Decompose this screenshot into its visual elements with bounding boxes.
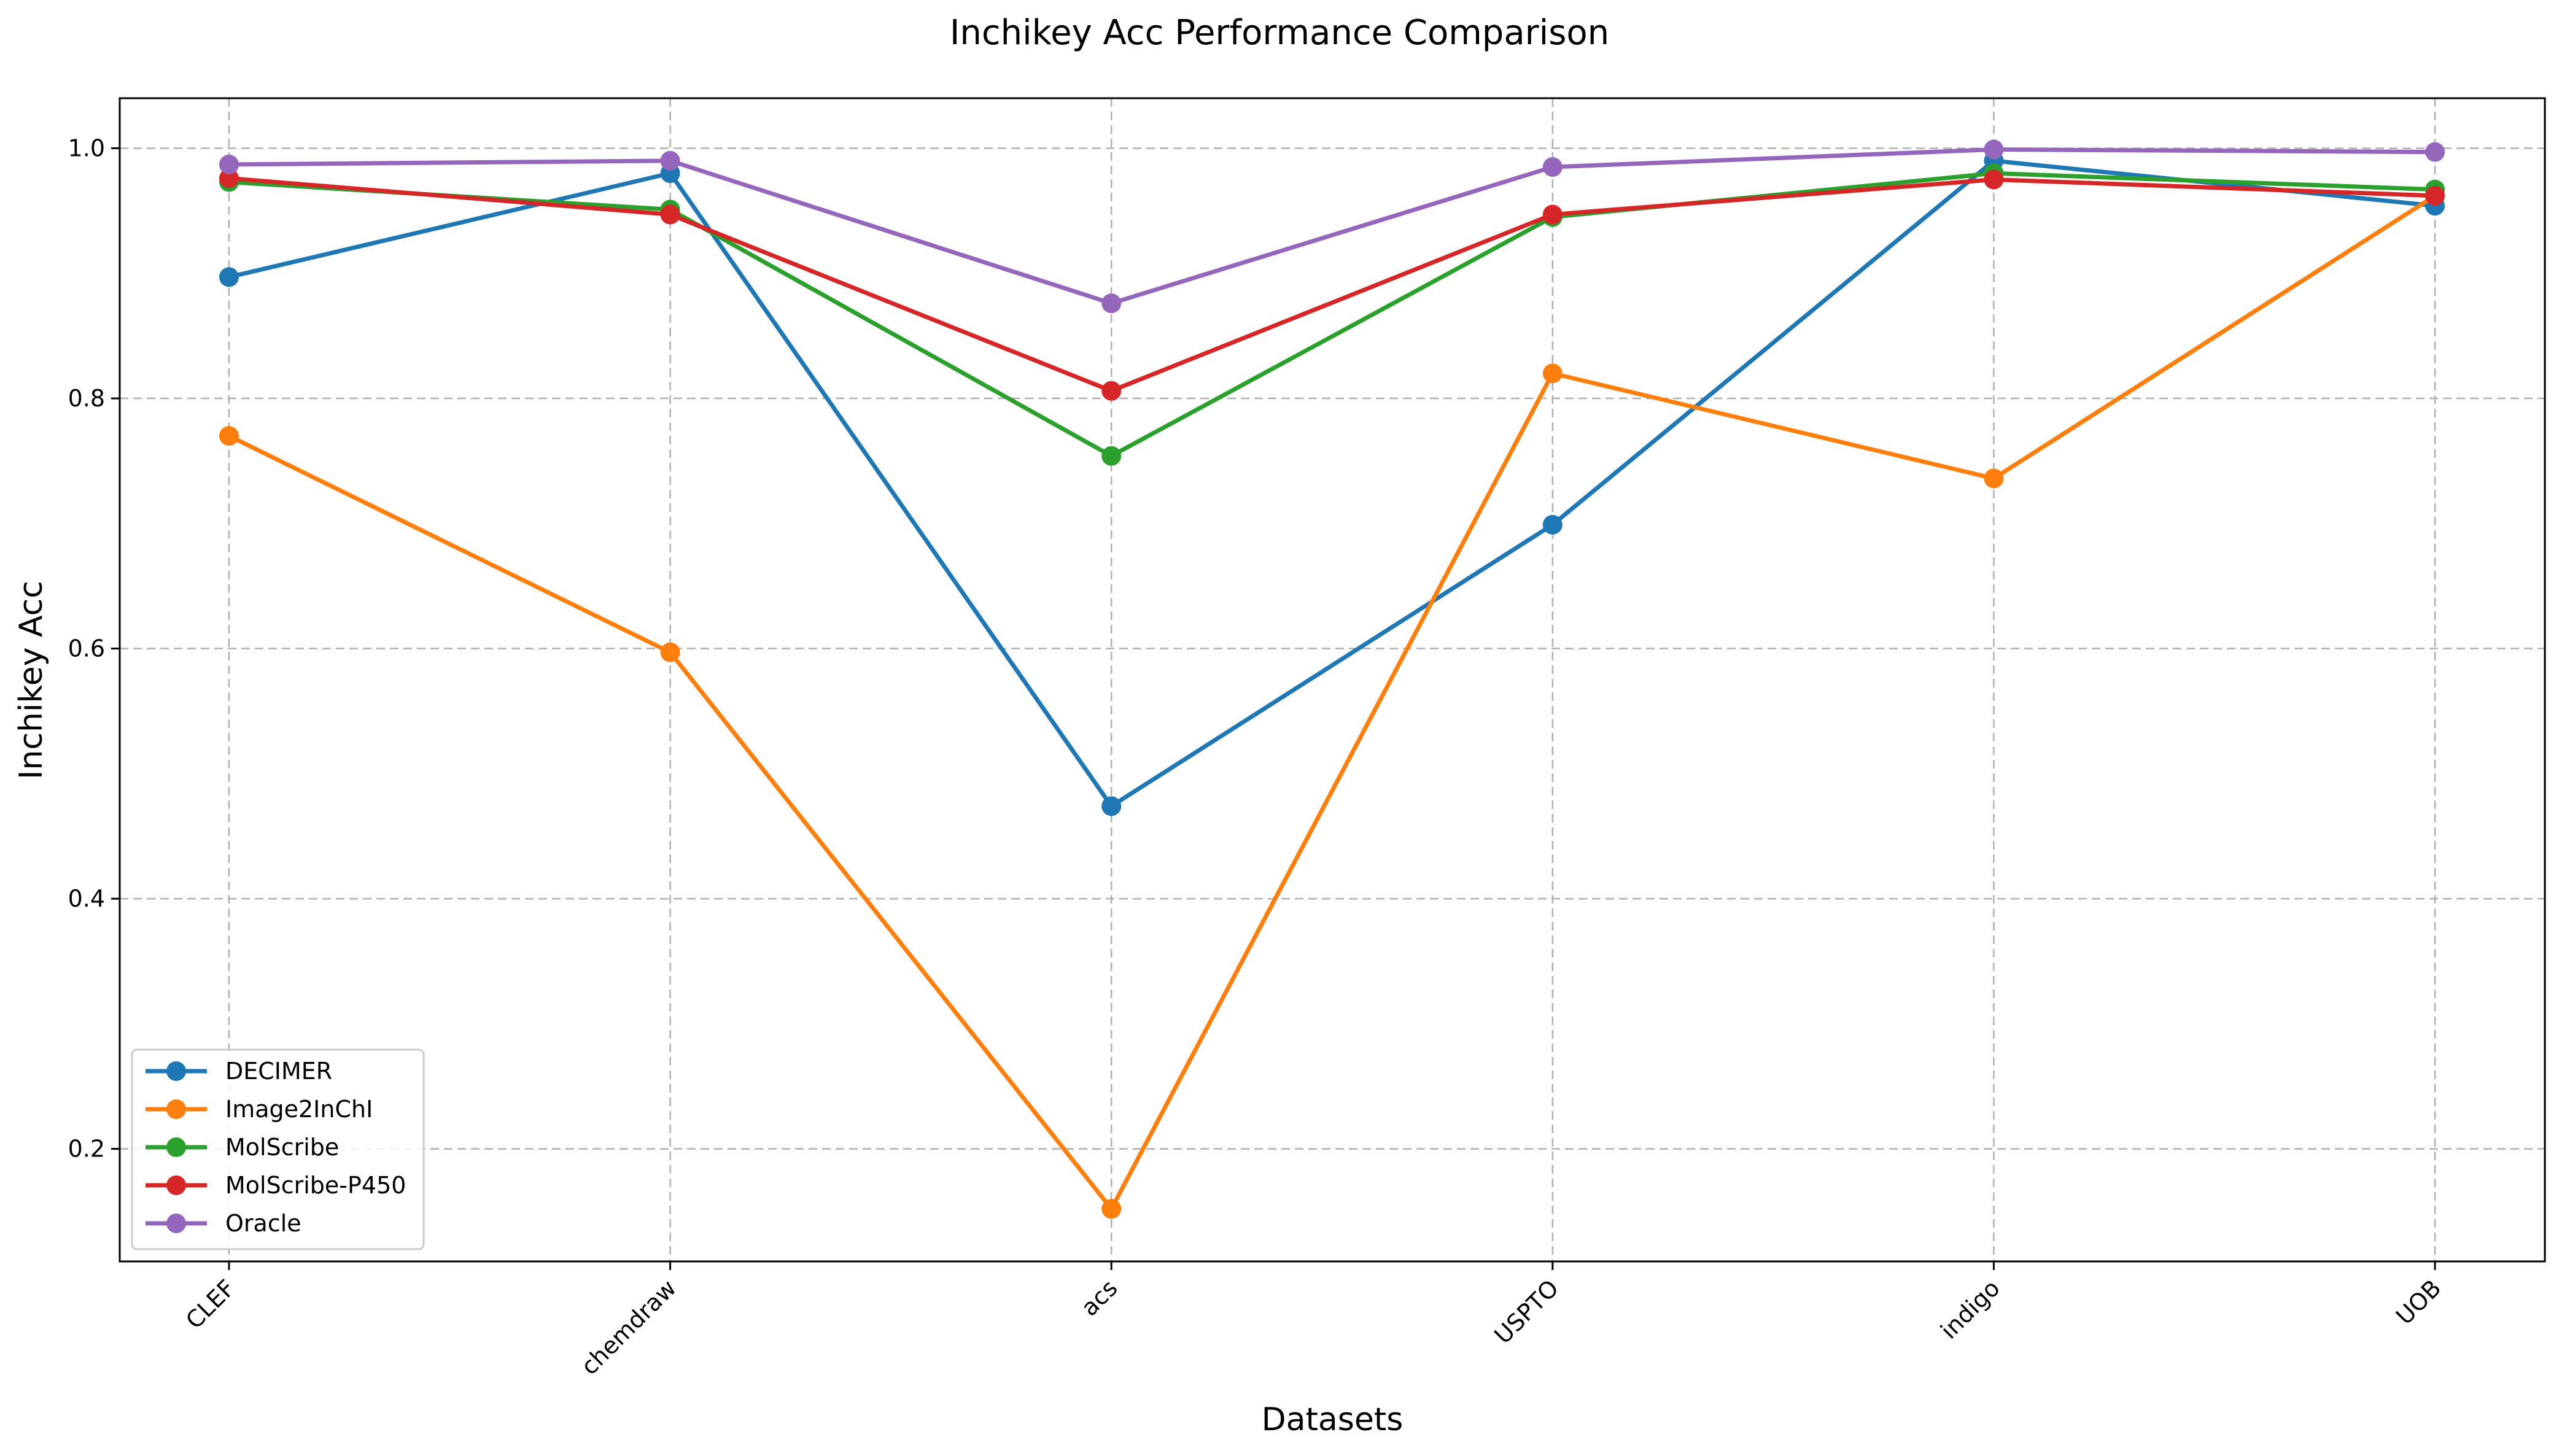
data-point (1542, 204, 1563, 225)
x-tick-label: acs (1076, 1274, 1122, 1321)
data-point (1984, 169, 2004, 190)
series-layer (219, 139, 2445, 1219)
series-line (227, 171, 2437, 459)
data-point (660, 642, 680, 662)
data-point (1101, 796, 1122, 816)
series-image2inchi (219, 185, 2445, 1219)
legend-entry: DECIMER (146, 1058, 332, 1085)
series-oracle (219, 139, 2445, 314)
data-point (2425, 185, 2445, 206)
data-point (1101, 1199, 1122, 1219)
legend-swatch-marker (166, 1214, 186, 1233)
legend-box (131, 1048, 425, 1250)
series-molscribe (219, 163, 2445, 466)
series-line (227, 193, 2437, 1211)
data-point (660, 150, 680, 171)
y-tick-label: 0.8 (68, 385, 105, 412)
legend-label: DECIMER (225, 1058, 332, 1085)
legend-swatch-marker (166, 1137, 186, 1157)
x-tick-label: USPTO (1489, 1274, 1564, 1349)
legend-entry: MolScribe-P450 (146, 1172, 406, 1199)
data-point (1101, 381, 1122, 401)
series-decimer (219, 150, 2445, 816)
data-point (660, 204, 680, 225)
x-axis-label: Datasets (1262, 1401, 1404, 1438)
grid (120, 98, 2545, 1261)
series-line (227, 147, 2437, 306)
y-tick-label: 0.6 (68, 635, 105, 662)
x-tick-label: UOB (2391, 1274, 2446, 1330)
x-tick-label: chemdraw (576, 1274, 681, 1380)
legend-swatch-marker (166, 1099, 186, 1119)
data-point (1542, 157, 1563, 177)
legend-swatch-marker (166, 1061, 186, 1081)
legend-label: Image2InChI (225, 1096, 373, 1123)
x-tick-label: indigo (1935, 1274, 2005, 1344)
data-point (219, 267, 239, 287)
y-axis-label: Inchikey Acc (13, 581, 50, 780)
data-point (2425, 142, 2445, 162)
data-point (219, 154, 239, 174)
data-point (1984, 139, 2004, 160)
data-point (1101, 293, 1122, 314)
y-tick-label: 0.4 (68, 885, 105, 912)
legend-label: Oracle (225, 1210, 301, 1237)
legend-entry: MolScribe (146, 1134, 339, 1161)
plot-frame (118, 97, 2546, 1263)
legend-entry: Image2InChI (146, 1096, 373, 1123)
series-molscribe-p450 (219, 168, 2445, 401)
data-point (219, 426, 239, 446)
data-point (1542, 363, 1563, 384)
data-point (1984, 468, 2004, 489)
x-tick-label: CLEF (181, 1274, 240, 1334)
data-point (1542, 514, 1563, 535)
y-tick-label: 0.2 (68, 1136, 105, 1163)
axis-ticks: CLEF chemdraw acs USPTO indigo UOB 0.2 0.4 0.6 0.… (68, 135, 2447, 1380)
chart-title: Inchikey Acc Performance Comparison (950, 13, 1609, 53)
legend-swatch-marker (166, 1175, 186, 1195)
legend-label: MolScribe-P450 (225, 1172, 406, 1199)
legend-entry: Oracle (146, 1210, 301, 1237)
y-tick-label: 1.0 (68, 135, 105, 162)
series-line (227, 176, 2437, 393)
data-point (219, 168, 239, 188)
data-point (1101, 446, 1122, 466)
series-line (227, 158, 2437, 808)
legend-label: MolScribe (225, 1134, 339, 1161)
legend: DECIMER Image2InChI MolScribe MolScribe-P45… (131, 1048, 425, 1250)
